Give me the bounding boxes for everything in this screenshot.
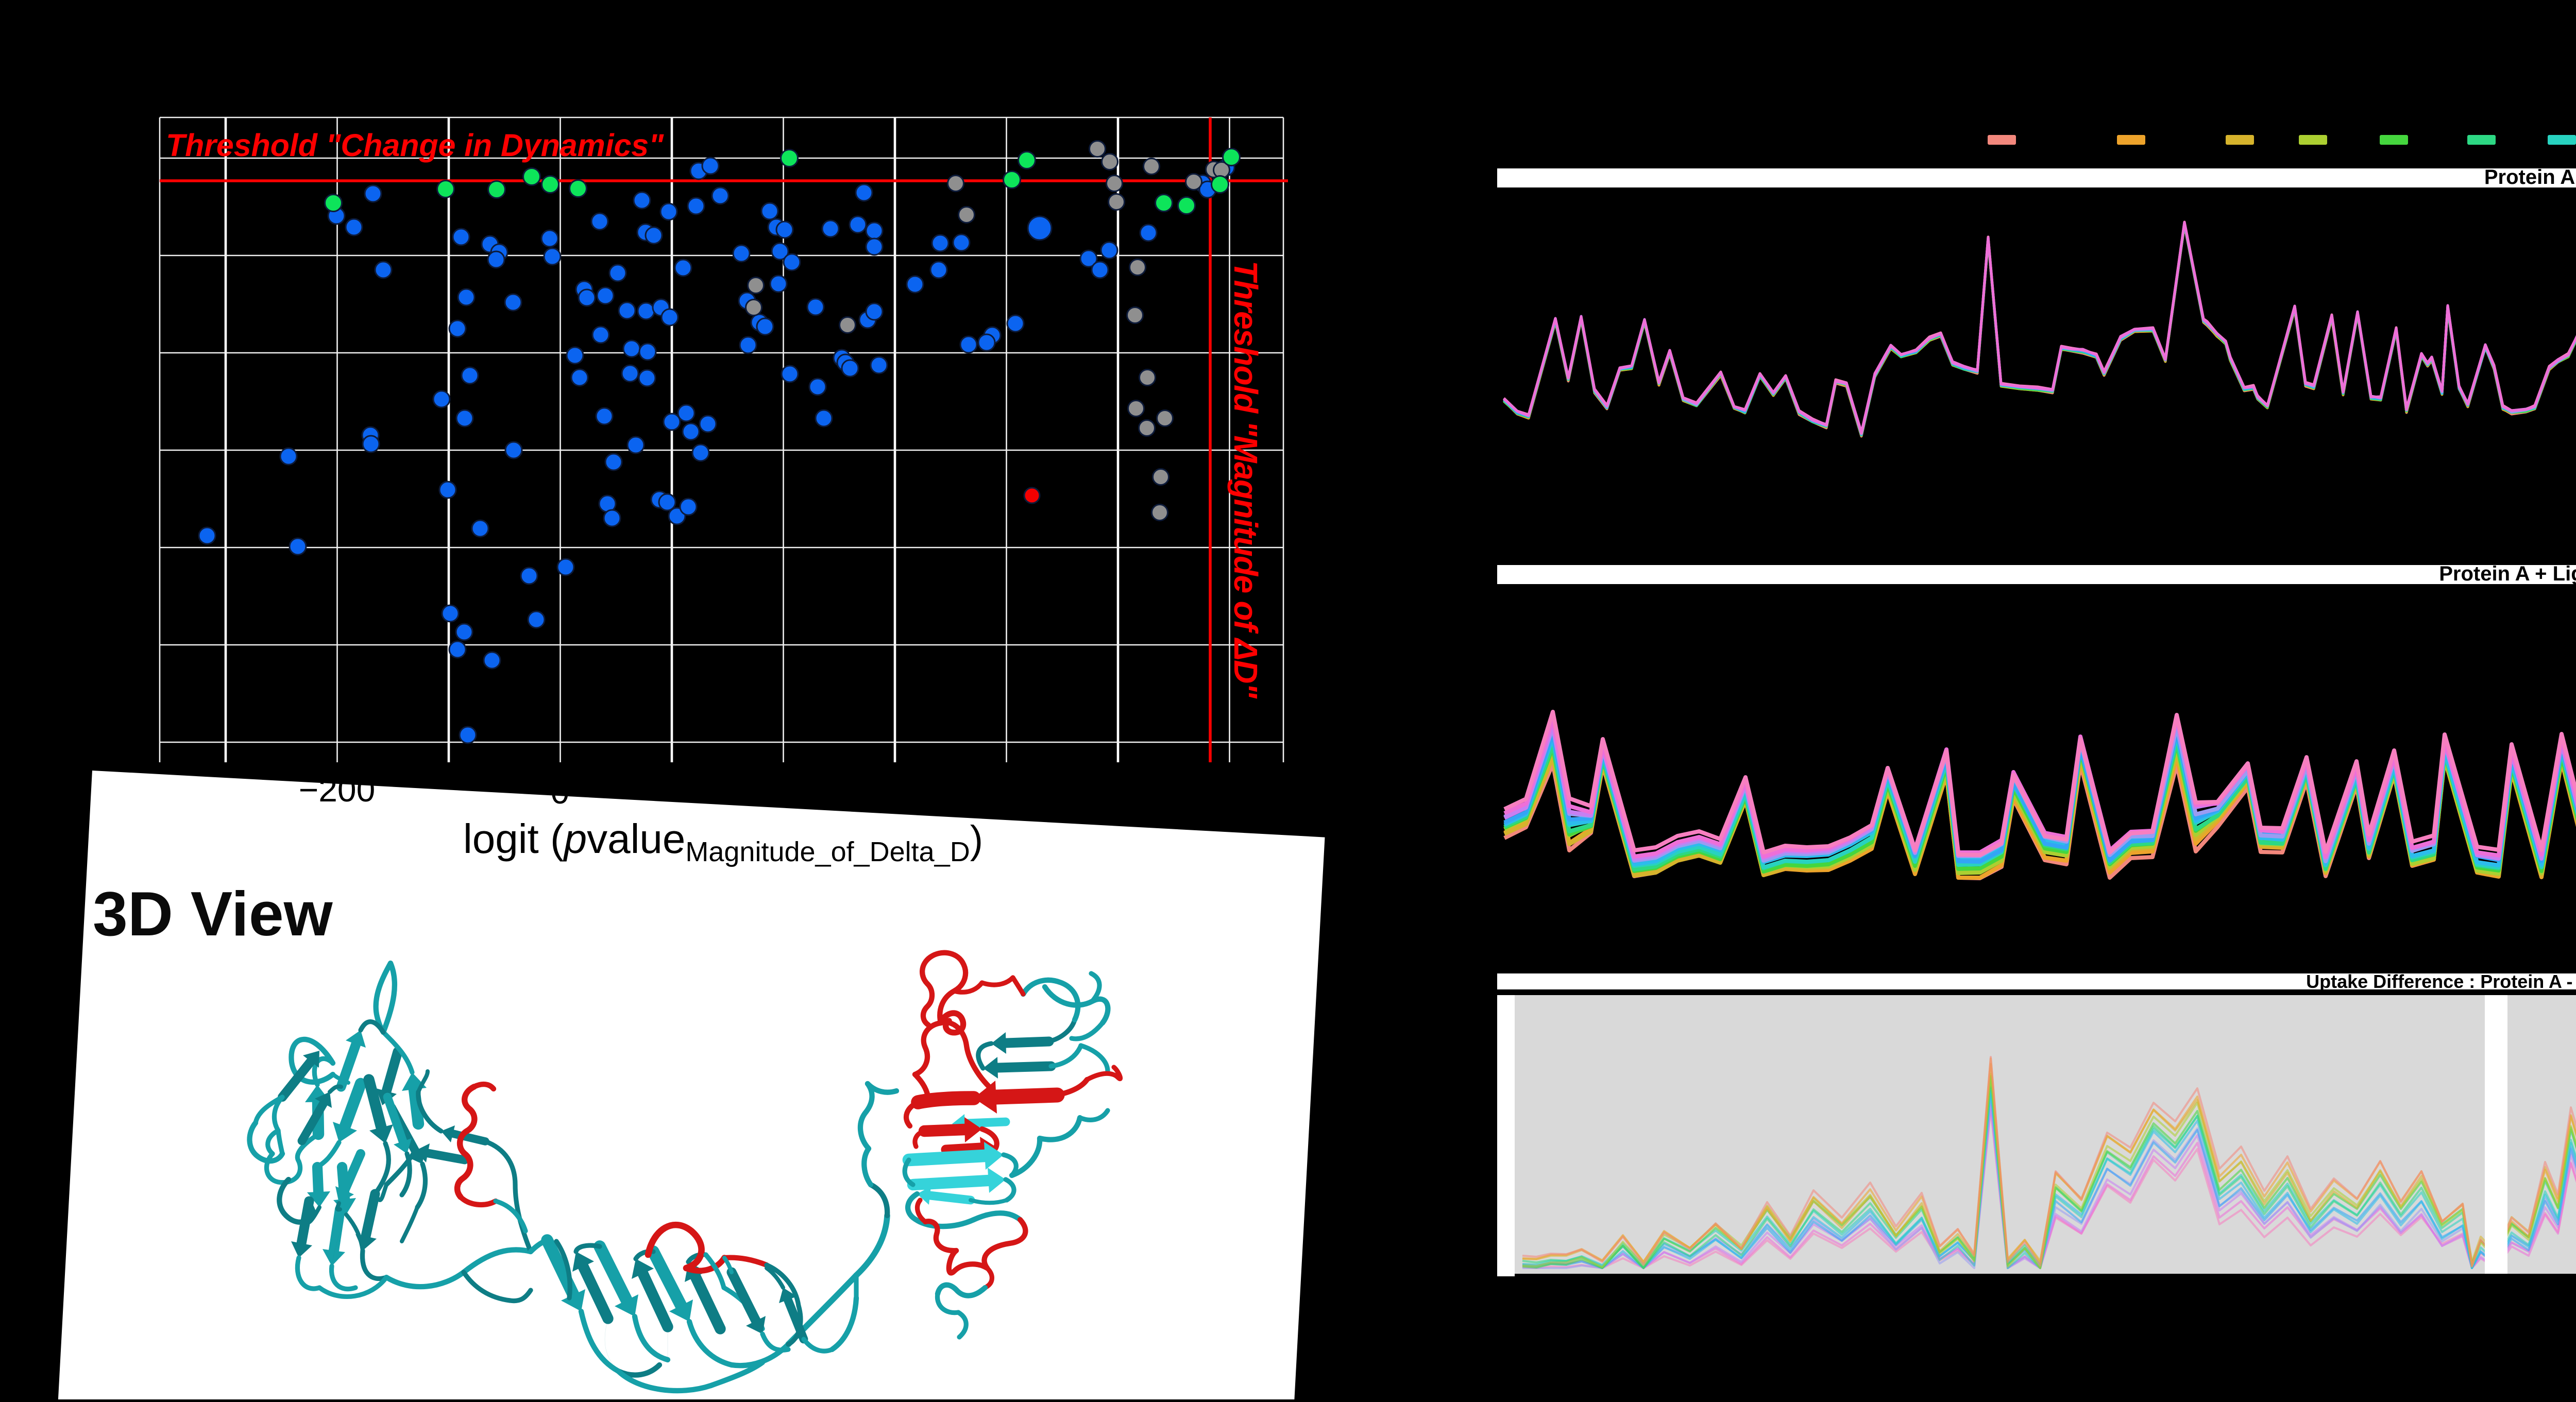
svg-text:Threshold "Change in Dynamics": Threshold "Change in Dynamics" — [166, 128, 664, 163]
svg-text:Protein A: Protein A — [2484, 166, 2575, 189]
svg-text:Threshold "Magnitude of ΔD": Threshold "Magnitude of ΔD" — [1227, 261, 1264, 699]
svg-text:Uptake Difference : Protein A: Uptake Difference : Protein A - (Protein… — [2306, 971, 2576, 992]
svg-text:Protein A + Ligand: Protein A + Ligand — [2439, 562, 2576, 585]
svg-text:−200: −200 — [299, 771, 376, 809]
svg-text:3D View: 3D View — [93, 879, 333, 949]
svg-text:0: 0 — [551, 773, 570, 811]
